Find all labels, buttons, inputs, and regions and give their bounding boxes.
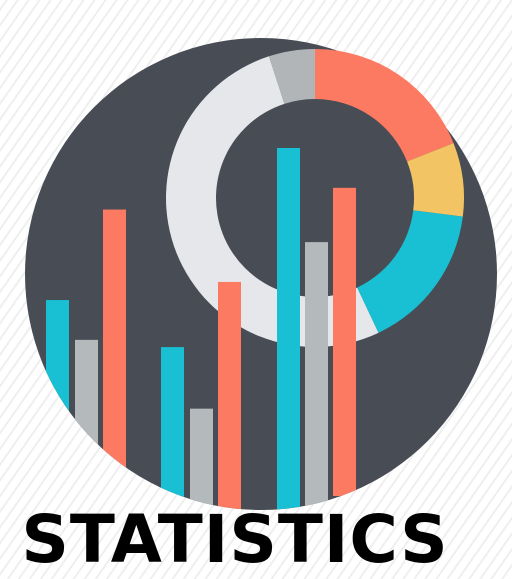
donut-segment — [268, 49, 315, 104]
chart-bar — [161, 347, 184, 497]
chart-bar — [190, 408, 213, 510]
donut-segment — [407, 143, 465, 217]
chart-bar — [305, 242, 328, 510]
statistics-circle-icon — [25, 38, 497, 510]
donut-chart-icon — [165, 49, 465, 348]
chart-bar — [277, 148, 300, 510]
chart-bar — [75, 339, 98, 470]
chart-bar — [46, 300, 69, 470]
chart-bar — [218, 281, 241, 510]
donut-segment — [315, 49, 454, 162]
dark-circle-background — [25, 38, 497, 510]
donut-segment — [357, 210, 463, 333]
caption-statistics: STATISTICS — [21, 501, 449, 578]
chart-bar — [333, 187, 356, 496]
donut-segment — [165, 56, 379, 348]
bar-chart-icon — [46, 148, 356, 510]
chart-bar — [103, 209, 126, 471]
